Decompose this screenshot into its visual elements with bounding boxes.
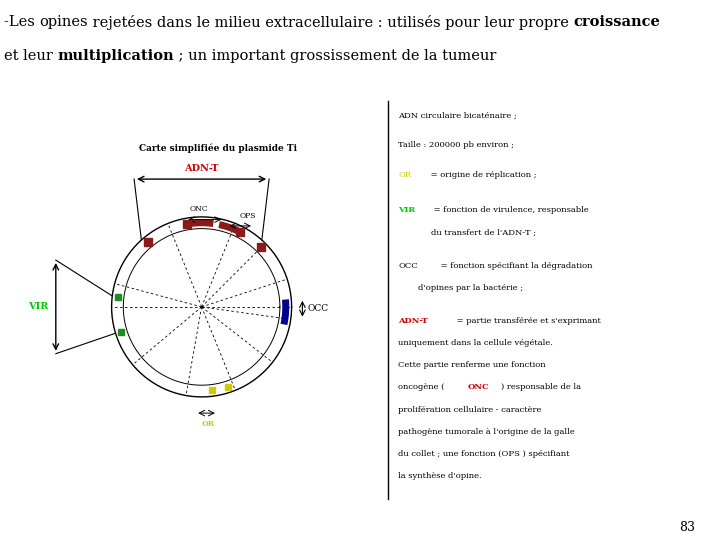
Text: Carte simplifiée du plasmide Ti: Carte simplifiée du plasmide Ti <box>139 143 297 153</box>
Text: oncogène (: oncogène ( <box>398 383 444 392</box>
Text: = fonction de virulence, responsable: = fonction de virulence, responsable <box>431 206 589 214</box>
Text: OR: OR <box>398 171 411 179</box>
Text: = partie transférée et s'exprimant: = partie transférée et s'exprimant <box>454 317 601 325</box>
Text: ) responsable de la: ) responsable de la <box>501 383 581 392</box>
Text: prolifération cellulaire - caractère: prolifération cellulaire - caractère <box>398 406 541 414</box>
Text: ADN circulaire bicaténaire ;: ADN circulaire bicaténaire ; <box>398 112 517 119</box>
Text: OPS: OPS <box>239 212 256 220</box>
Text: ONC: ONC <box>468 383 490 392</box>
Text: VIR: VIR <box>28 302 48 312</box>
Text: -Les: -Les <box>4 15 40 29</box>
Text: la synthèse d'opine.: la synthèse d'opine. <box>398 472 482 480</box>
Text: Cette partie renferme une fonction: Cette partie renferme une fonction <box>398 361 546 369</box>
Text: ; un important grossissement de la tumeur: ; un important grossissement de la tumeu… <box>174 49 497 63</box>
Text: OCC: OCC <box>398 262 418 270</box>
Text: OR: OR <box>202 420 215 428</box>
Text: OCC: OCC <box>308 304 329 313</box>
Text: pathogène tumorale à l'origine de la galle: pathogène tumorale à l'origine de la gal… <box>398 428 575 436</box>
Text: opines: opines <box>40 15 88 29</box>
Text: du transfert de l'ADN-T ;: du transfert de l'ADN-T ; <box>431 228 536 237</box>
Text: ONC: ONC <box>189 205 208 213</box>
Text: d'opines par la bactérie ;: d'opines par la bactérie ; <box>418 285 523 293</box>
Text: ADN-T: ADN-T <box>184 164 219 173</box>
Text: multiplication: multiplication <box>58 49 174 63</box>
Text: VIR: VIR <box>398 206 415 214</box>
Text: du collet ; une fonction (OPS ) spécifiant: du collet ; une fonction (OPS ) spécifia… <box>398 450 570 458</box>
Text: croissance: croissance <box>574 15 660 29</box>
Text: = origine de réplication ;: = origine de réplication ; <box>428 171 536 179</box>
Text: Taille : 200000 pb environ ;: Taille : 200000 pb environ ; <box>398 141 514 149</box>
Text: et leur: et leur <box>4 49 58 63</box>
Text: uniquement dans la cellule végétale.: uniquement dans la cellule végétale. <box>398 339 553 347</box>
Text: rejetées dans le milieu extracellulaire : utilisés pour leur propre: rejetées dans le milieu extracellulaire … <box>88 15 574 30</box>
Text: = fonction spécifiant la dégradation: = fonction spécifiant la dégradation <box>438 262 593 270</box>
Text: 83: 83 <box>679 521 695 534</box>
Text: ADN-T: ADN-T <box>398 317 428 325</box>
